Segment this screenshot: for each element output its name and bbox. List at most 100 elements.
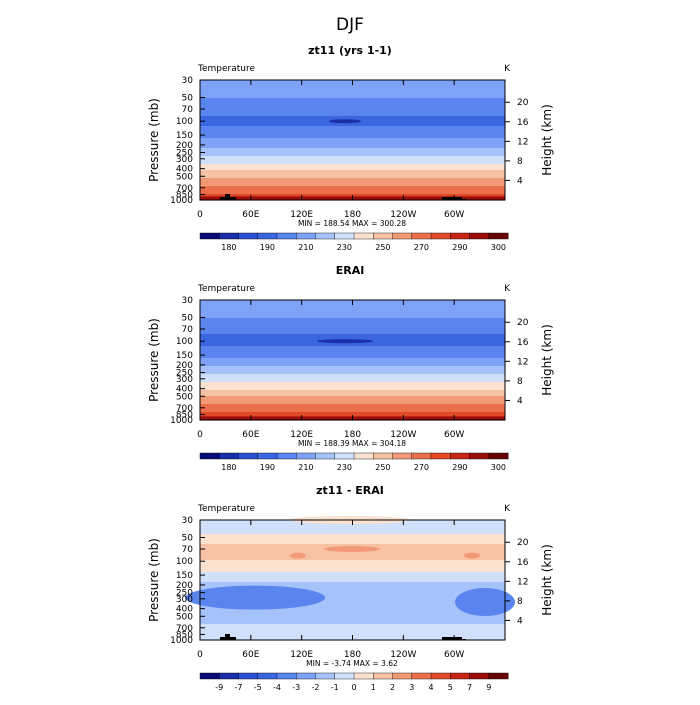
colorbar-swatch <box>373 672 393 680</box>
height-tick-label: 20 <box>517 538 529 548</box>
x-tick-label: 0 <box>197 210 203 220</box>
colorbar-swatch <box>411 232 432 240</box>
colorbar-label: 5 <box>448 683 453 692</box>
min-max-label: MIN = -3.74 MAX = 3.62 <box>306 659 398 668</box>
x-tick-label: 180 <box>344 430 361 440</box>
colorbar-swatch <box>296 672 316 680</box>
y-tick-label: 700 <box>176 184 193 194</box>
field-band <box>200 140 505 143</box>
field-band <box>200 556 505 559</box>
field-band <box>200 576 505 579</box>
colorbar-swatch <box>450 232 470 240</box>
height-tick-label: 12 <box>517 137 528 147</box>
y-tick-label: 1000 <box>170 416 193 426</box>
height-tick-label: 12 <box>517 577 528 587</box>
colorbar-swatch <box>199 232 220 240</box>
units-label: K <box>504 284 511 294</box>
colorbar-swatch <box>238 232 259 240</box>
units-label: K <box>504 64 511 74</box>
field-band <box>200 88 505 91</box>
colorbar-swatch <box>353 672 374 680</box>
field-band <box>200 328 505 331</box>
field-band <box>200 190 505 193</box>
field-band <box>200 614 505 617</box>
field-band <box>200 394 505 397</box>
field-band <box>200 336 505 339</box>
colorbar-swatch <box>257 232 278 240</box>
colorbar-label: -7 <box>235 683 243 692</box>
field-band <box>200 398 505 401</box>
field-band <box>200 164 505 167</box>
y-tick-label: 100 <box>176 117 193 127</box>
field-band <box>200 86 505 89</box>
x-tick-label: 180 <box>344 650 361 660</box>
field-band <box>200 146 505 149</box>
field-band <box>200 134 505 137</box>
x-tick-label: 120E <box>290 210 313 220</box>
colorbar-label: 230 <box>337 463 352 472</box>
y-tick-label: 150 <box>176 131 193 141</box>
field-band <box>200 154 505 157</box>
y-axis-label: Pressure (mb) <box>147 538 161 622</box>
field-band <box>200 130 505 133</box>
field-band <box>200 102 505 105</box>
field-band <box>200 136 505 139</box>
y-tick-label: 150 <box>176 571 193 581</box>
field-band <box>200 610 505 613</box>
y-axis-label: Pressure (mb) <box>147 98 161 182</box>
field-band <box>200 114 505 117</box>
y-tick-label: 50 <box>182 93 194 103</box>
field-band <box>200 182 505 185</box>
field-band <box>200 524 505 527</box>
colorbar-swatch <box>450 672 470 680</box>
field-band <box>200 370 505 373</box>
colorbar-label: -3 <box>292 683 300 692</box>
height-tick-label: 4 <box>517 396 523 406</box>
y-tick-label: 30 <box>182 296 194 306</box>
y-tick-label: 500 <box>176 612 193 622</box>
field-band <box>200 598 505 601</box>
x-tick-label: 0 <box>197 430 203 440</box>
colorbar-swatch <box>296 232 316 240</box>
field-band <box>200 400 505 403</box>
height-tick-label: 4 <box>517 616 523 626</box>
colorbar-swatch <box>238 452 259 460</box>
field-band <box>200 382 505 385</box>
field-band <box>200 188 505 191</box>
y-tick-label: 500 <box>176 172 193 182</box>
colorbar-swatch <box>219 232 239 240</box>
field-band <box>200 402 505 405</box>
field-band <box>200 540 505 543</box>
field-band <box>200 362 505 365</box>
height-tick-label: 8 <box>517 597 523 607</box>
x-tick-label: 60E <box>242 210 259 220</box>
field-band <box>200 186 505 189</box>
field-band <box>200 618 505 621</box>
field-band <box>200 320 505 323</box>
variable-label: Temperature <box>197 504 255 514</box>
field-band <box>200 360 505 363</box>
right-axis-label: Height (km) <box>540 324 554 395</box>
field-band <box>200 174 505 177</box>
colorbar-swatch <box>315 232 336 240</box>
field-band <box>200 596 505 599</box>
field-band <box>200 564 505 567</box>
x-tick-label: 60W <box>444 650 464 660</box>
colorbar-label: 290 <box>452 463 467 472</box>
height-tick-label: 16 <box>517 558 529 568</box>
field-band <box>200 586 505 589</box>
y-tick-label: 850 <box>176 410 193 420</box>
colorbar-swatch <box>488 672 509 680</box>
field-band <box>200 552 505 555</box>
y-axis-label: Pressure (mb) <box>147 318 161 402</box>
colorbar-label: 210 <box>298 243 313 252</box>
field-band <box>200 574 505 577</box>
colorbar-swatch <box>353 452 374 460</box>
field-band <box>200 410 505 413</box>
y-tick-label: 850 <box>176 190 193 200</box>
variable-label: Temperature <box>197 64 255 74</box>
y-tick-label: 70 <box>182 545 194 555</box>
data-field <box>200 300 505 421</box>
